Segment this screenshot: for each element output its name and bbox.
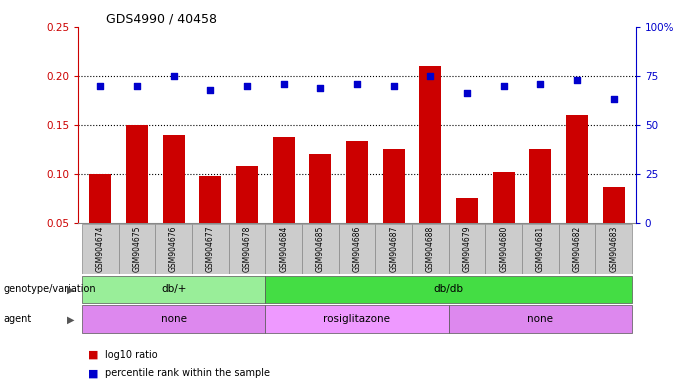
Bar — [449, 306, 632, 333]
Text: ▶: ▶ — [67, 284, 75, 295]
Point — [95, 83, 105, 89]
Bar — [530, 149, 551, 223]
Text: GSM904686: GSM904686 — [352, 225, 362, 272]
Point — [498, 83, 509, 89]
Bar — [265, 224, 302, 274]
Point — [425, 73, 436, 79]
Text: percentile rank within the sample: percentile rank within the sample — [105, 368, 271, 378]
Text: GSM904684: GSM904684 — [279, 225, 288, 272]
Text: none: none — [528, 314, 554, 324]
Text: GSM904681: GSM904681 — [536, 225, 545, 271]
Bar — [602, 187, 625, 223]
Bar — [456, 198, 478, 223]
Bar — [126, 125, 148, 223]
Text: GSM904678: GSM904678 — [243, 225, 252, 272]
Text: GSM904685: GSM904685 — [316, 225, 325, 272]
Bar — [82, 276, 265, 303]
Text: GSM904682: GSM904682 — [573, 225, 581, 271]
Bar — [163, 135, 184, 223]
Bar — [228, 224, 265, 274]
Text: GSM904680: GSM904680 — [499, 225, 508, 272]
Point — [535, 81, 546, 87]
Bar — [199, 176, 221, 223]
Point — [609, 96, 619, 103]
Bar — [118, 224, 155, 274]
Bar — [339, 224, 375, 274]
Bar — [375, 224, 412, 274]
Point — [572, 77, 583, 83]
Bar — [192, 224, 228, 274]
Text: ▶: ▶ — [67, 314, 75, 324]
Point — [168, 73, 179, 79]
Bar — [420, 66, 441, 223]
Text: GSM904676: GSM904676 — [169, 225, 178, 272]
Bar — [89, 174, 112, 223]
Bar — [559, 224, 596, 274]
Point — [388, 83, 399, 89]
Bar — [449, 224, 486, 274]
Bar — [309, 154, 331, 223]
Bar — [236, 166, 258, 223]
Text: GSM904688: GSM904688 — [426, 225, 435, 271]
Point — [315, 84, 326, 91]
Bar — [302, 224, 339, 274]
Point — [278, 81, 289, 87]
Text: ■: ■ — [88, 368, 99, 378]
Text: GSM904677: GSM904677 — [206, 225, 215, 272]
Bar — [82, 224, 118, 274]
Bar — [383, 149, 405, 223]
Text: GSM904687: GSM904687 — [389, 225, 398, 272]
Bar — [493, 172, 515, 223]
Bar — [566, 115, 588, 223]
Text: GSM904679: GSM904679 — [462, 225, 471, 272]
Bar — [265, 306, 449, 333]
Text: db/db: db/db — [434, 284, 464, 295]
Bar — [265, 276, 632, 303]
Text: GSM904674: GSM904674 — [96, 225, 105, 272]
Text: GDS4990 / 40458: GDS4990 / 40458 — [106, 13, 217, 26]
Text: db/+: db/+ — [161, 284, 186, 295]
Point — [131, 83, 142, 89]
Text: agent: agent — [3, 314, 32, 324]
Bar — [596, 224, 632, 274]
Text: log10 ratio: log10 ratio — [105, 350, 158, 360]
Bar — [273, 137, 294, 223]
Point — [205, 86, 216, 93]
Text: ■: ■ — [88, 350, 99, 360]
Bar — [155, 224, 192, 274]
Text: none: none — [160, 314, 186, 324]
Text: genotype/variation: genotype/variation — [3, 284, 96, 295]
Bar — [486, 224, 522, 274]
Bar — [82, 306, 265, 333]
Point — [462, 90, 473, 96]
Point — [352, 81, 362, 87]
Text: GSM904683: GSM904683 — [609, 225, 618, 272]
Bar — [522, 224, 559, 274]
Bar — [412, 224, 449, 274]
Point — [241, 83, 252, 89]
Bar — [346, 141, 368, 223]
Text: rosiglitazone: rosiglitazone — [324, 314, 390, 324]
Text: GSM904675: GSM904675 — [133, 225, 141, 272]
